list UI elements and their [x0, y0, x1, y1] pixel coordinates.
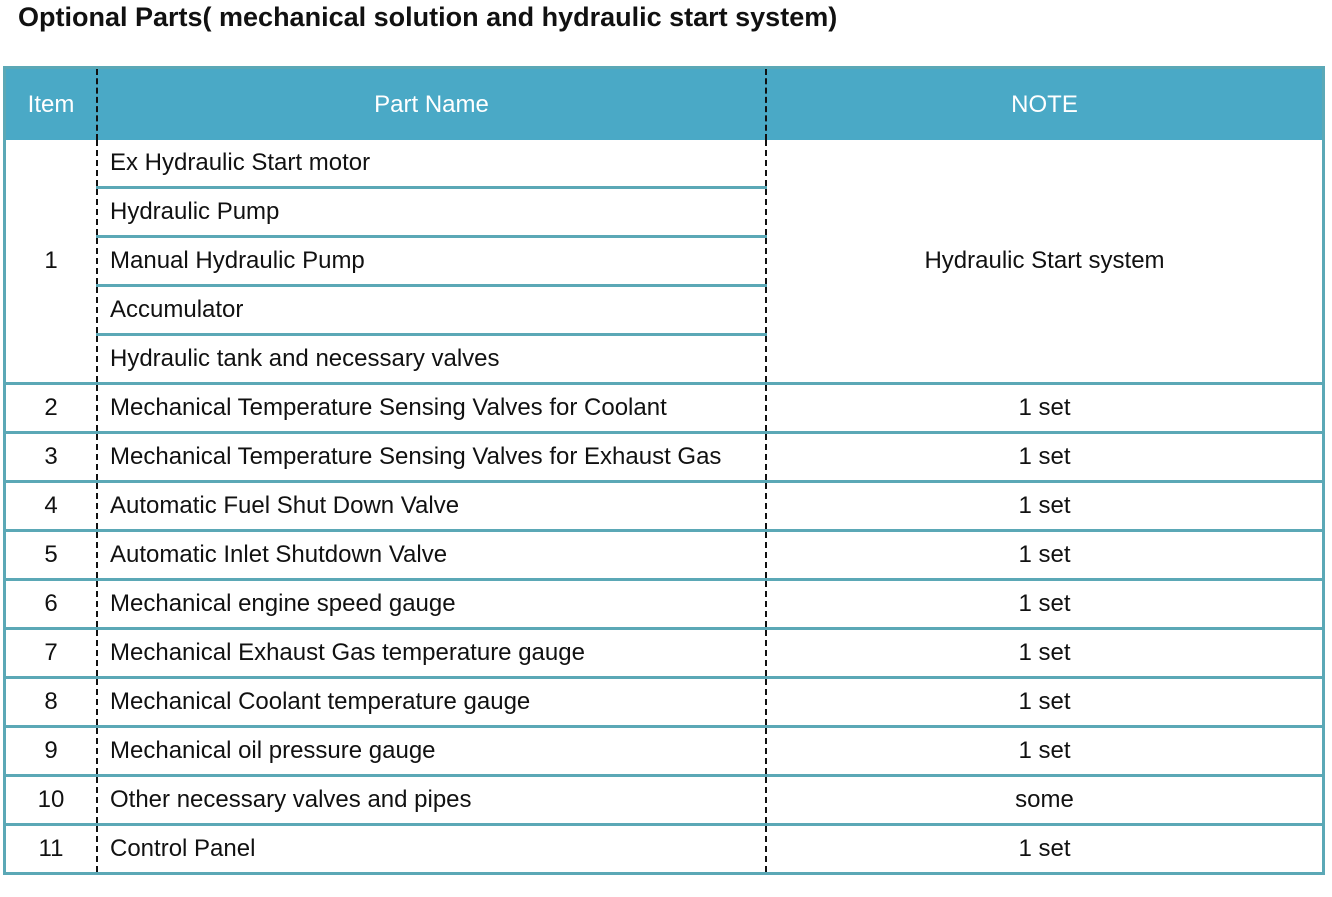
- part-name: Mechanical oil pressure gauge: [97, 726, 767, 777]
- part-name: Control Panel: [97, 824, 767, 875]
- table-row: 4 Automatic Fuel Shut Down Valve 1 set: [4, 481, 1324, 532]
- note: 1 set: [766, 824, 1324, 875]
- note: 1 set: [766, 628, 1324, 679]
- header-item: Item: [4, 67, 98, 140]
- table-row: 8 Mechanical Coolant temperature gauge 1…: [4, 677, 1324, 728]
- table-row: 2 Mechanical Temperature Sensing Valves …: [4, 383, 1324, 434]
- table-row: 1 Ex Hydraulic Start motor Hydraulic Sta…: [4, 140, 1324, 385]
- part-name: Automatic Inlet Shutdown Valve: [97, 530, 767, 581]
- part-name: Hydraulic Pump: [97, 187, 767, 238]
- item-number: 5: [4, 530, 98, 581]
- part-name: Ex Hydraulic Start motor: [97, 140, 767, 189]
- header-note: NOTE: [766, 67, 1324, 140]
- table-row: 11 Control Panel 1 set: [4, 824, 1324, 875]
- part-name: Mechanical Temperature Sensing Valves fo…: [97, 432, 767, 483]
- item-number: 2: [4, 383, 98, 434]
- item-number: 3: [4, 432, 98, 483]
- part-name: Accumulator: [97, 285, 767, 336]
- part-name: Mechanical Temperature Sensing Valves fo…: [97, 383, 767, 434]
- note: 1 set: [766, 579, 1324, 630]
- part-name: Hydraulic tank and necessary valves: [97, 334, 767, 385]
- part-name: Mechanical Exhaust Gas temperature gauge: [97, 628, 767, 679]
- table-header-row: Item Part Name NOTE: [4, 67, 1324, 140]
- table-row: 3 Mechanical Temperature Sensing Valves …: [4, 432, 1324, 483]
- optional-parts-table: Item Part Name NOTE 1 Ex Hydraulic Start…: [3, 66, 1325, 875]
- note: 1 set: [766, 432, 1324, 483]
- note: 1 set: [766, 726, 1324, 777]
- note: some: [766, 775, 1324, 826]
- table-row: 7 Mechanical Exhaust Gas temperature gau…: [4, 628, 1324, 679]
- note: 1 set: [766, 383, 1324, 434]
- item-number: 7: [4, 628, 98, 679]
- part-name: Automatic Fuel Shut Down Valve: [97, 481, 767, 532]
- part-name: Mechanical Coolant temperature gauge: [97, 677, 767, 728]
- table-row: Hydraulic Pump: [5, 187, 1324, 238]
- item-number: 10: [4, 775, 98, 826]
- table-row: 9 Mechanical oil pressure gauge 1 set: [4, 726, 1324, 777]
- table-row: Manual Hydraulic Pump: [5, 236, 1324, 287]
- header-part-name: Part Name: [97, 67, 767, 140]
- part-name: Mechanical engine speed gauge: [97, 579, 767, 630]
- item-number: 11: [4, 824, 98, 875]
- note: Hydraulic Start system: [766, 140, 1324, 385]
- page-title: Optional Parts( mechanical solution and …: [18, 2, 838, 32]
- part-name: Other necessary valves and pipes: [97, 775, 767, 826]
- item-number: 1: [4, 140, 98, 385]
- note: 1 set: [766, 530, 1324, 581]
- table-row: 6 Mechanical engine speed gauge 1 set: [4, 579, 1324, 630]
- item-number: 9: [4, 726, 98, 777]
- note: 1 set: [766, 677, 1324, 728]
- item-number: 8: [4, 677, 98, 728]
- table-row: 10 Other necessary valves and pipes some: [4, 775, 1324, 826]
- item-number: 6: [4, 579, 98, 630]
- note: 1 set: [766, 481, 1324, 532]
- item-number: 4: [4, 481, 98, 532]
- table-row: Accumulator: [5, 285, 1324, 336]
- part-name: Manual Hydraulic Pump: [97, 236, 767, 287]
- table-row: 5 Automatic Inlet Shutdown Valve 1 set: [4, 530, 1324, 581]
- table-row: Hydraulic tank and necessary valves: [5, 334, 1324, 385]
